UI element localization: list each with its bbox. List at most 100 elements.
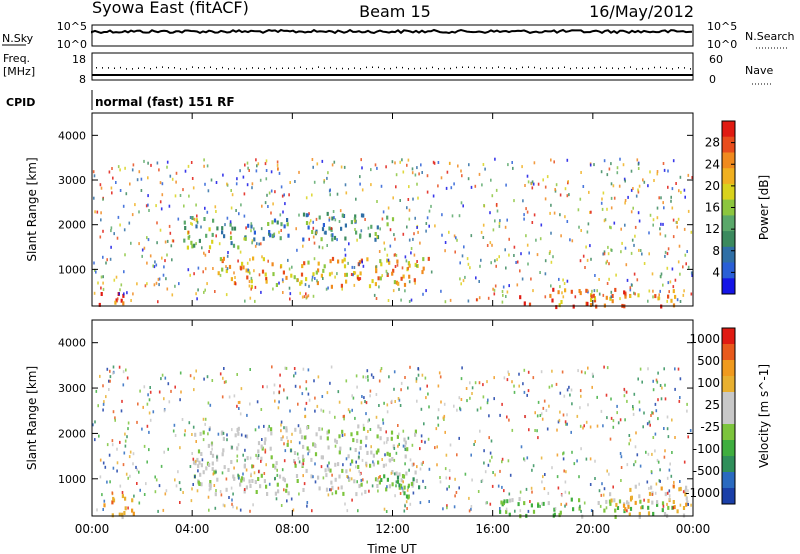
echo-cell xyxy=(149,418,152,422)
echo-cell xyxy=(555,305,558,310)
echo-cell xyxy=(321,227,325,232)
echo-cell xyxy=(400,483,403,488)
echo-cell xyxy=(633,463,635,467)
echo-cell xyxy=(400,381,403,385)
echo-cell xyxy=(211,232,214,237)
echo-cell xyxy=(279,236,282,241)
echo-cell xyxy=(143,246,146,250)
echo-cell xyxy=(179,501,181,504)
echo-cell xyxy=(362,426,366,431)
echo-cell xyxy=(579,504,581,508)
echo-cell xyxy=(196,220,199,224)
echo-cell xyxy=(598,292,601,296)
echo-cell xyxy=(672,506,675,510)
echo-cell xyxy=(118,292,120,296)
echo-cell xyxy=(528,428,530,432)
echo-cell xyxy=(499,219,501,223)
echo-cell xyxy=(580,509,582,513)
echo-cell xyxy=(410,251,412,255)
echo-cell xyxy=(500,500,503,505)
echo-cell xyxy=(678,487,681,492)
echo-cell xyxy=(235,209,237,212)
echo-cell xyxy=(612,485,614,489)
echo-cell xyxy=(98,434,100,438)
echo-cell xyxy=(344,433,346,437)
echo-cell xyxy=(307,225,310,230)
echo-cell xyxy=(117,215,120,219)
echo-cell xyxy=(589,244,591,248)
echo-cell xyxy=(647,498,650,503)
echo-cell xyxy=(262,385,264,389)
echo-cell xyxy=(539,504,541,508)
echo-cell xyxy=(94,438,96,442)
echo-cell xyxy=(298,441,301,445)
echo-cell xyxy=(226,438,228,442)
echo-cell xyxy=(444,300,447,304)
echo-cell xyxy=(290,449,292,453)
echo-cell xyxy=(312,475,314,479)
echo-cell xyxy=(250,287,252,291)
echo-cell xyxy=(630,495,633,500)
echo-cell xyxy=(454,250,456,254)
echo-cell xyxy=(132,511,135,516)
echo-cell xyxy=(471,386,474,390)
echo-cell xyxy=(543,487,546,491)
echo-cell xyxy=(277,489,280,494)
echo-cell xyxy=(608,472,610,476)
echo-cell xyxy=(293,459,296,463)
echo-cell xyxy=(637,293,640,298)
x-tick-label: 00:00 xyxy=(75,522,110,536)
echo-cell xyxy=(657,296,660,301)
echo-cell xyxy=(554,188,556,191)
echo-cell xyxy=(305,196,308,200)
echo-cell xyxy=(578,225,580,229)
echo-cell xyxy=(551,298,554,303)
echo-cell xyxy=(329,259,332,264)
echo-cell xyxy=(619,418,622,422)
echo-cell xyxy=(566,413,568,417)
echo-cell xyxy=(582,185,585,188)
echo-cell xyxy=(166,160,169,164)
echo-cell xyxy=(658,196,660,200)
echo-cell xyxy=(691,274,693,277)
echo-cell xyxy=(229,220,232,224)
echo-cell xyxy=(394,265,397,268)
echo-cell xyxy=(386,258,389,263)
echo-cell xyxy=(338,220,341,223)
echo-cell xyxy=(326,464,329,468)
echo-cell xyxy=(157,277,160,281)
echo-cell xyxy=(638,515,641,519)
echo-cell xyxy=(248,280,251,283)
echo-cell xyxy=(366,257,369,262)
echo-cell xyxy=(624,291,627,296)
echo-cell xyxy=(119,440,121,444)
echo-cell xyxy=(513,384,515,388)
echo-cell xyxy=(437,423,440,427)
echo-cell xyxy=(651,452,653,456)
echo-cell xyxy=(318,427,321,432)
echo-cell xyxy=(94,210,96,214)
echo-cell xyxy=(550,231,552,235)
echo-cell xyxy=(432,160,435,164)
echo-cell xyxy=(265,177,268,181)
echo-cell xyxy=(236,459,238,463)
echo-cell xyxy=(214,492,217,497)
echo-cell xyxy=(290,273,293,278)
echo-cell xyxy=(109,369,111,373)
echo-cell xyxy=(147,393,149,397)
echo-cell xyxy=(602,252,604,256)
echo-cell xyxy=(215,234,217,238)
echo-cell xyxy=(196,457,199,462)
echo-cell xyxy=(656,206,659,210)
echo-cell xyxy=(534,429,536,432)
echo-cell xyxy=(686,250,688,253)
freq-label: Freq. xyxy=(3,52,30,65)
echo-cell xyxy=(420,163,422,167)
echo-cell xyxy=(362,213,365,218)
echo-cell xyxy=(647,511,651,516)
echo-cell xyxy=(379,369,382,373)
echo-cell xyxy=(331,163,334,167)
echo-cell xyxy=(310,474,313,479)
echo-cell xyxy=(111,191,113,195)
